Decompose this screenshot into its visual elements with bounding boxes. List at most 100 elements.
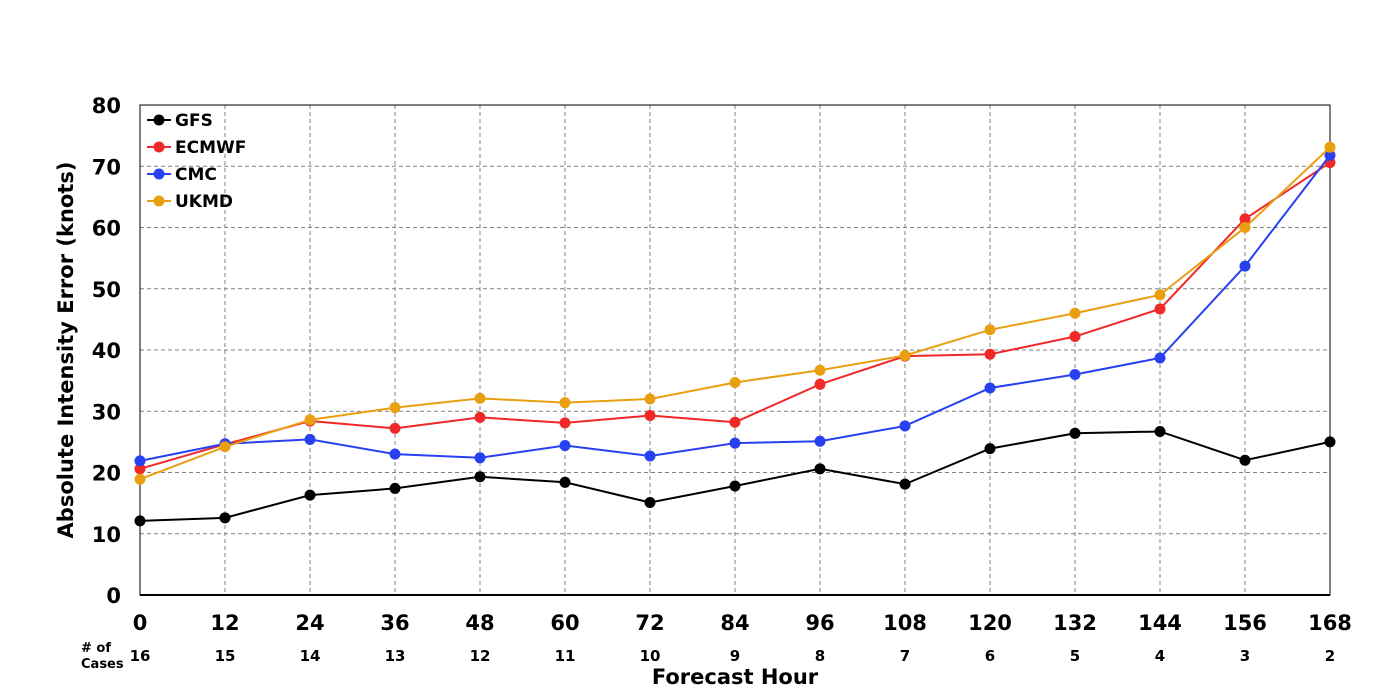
x-tick-label: 84 — [720, 611, 749, 635]
case-count-label: 14 — [300, 647, 321, 665]
case-count-label: 5 — [1070, 647, 1080, 665]
legend-label: ECMWF — [175, 138, 246, 158]
data-point-gfs — [814, 463, 826, 475]
data-point-cmc — [1069, 369, 1081, 380]
x-tick-label: 120 — [968, 611, 1012, 635]
legend-label: CMC — [175, 165, 217, 185]
cases-label-line1: # of — [81, 641, 111, 656]
data-point-ecmwf — [134, 463, 146, 475]
y-tick-label: 80 — [92, 94, 121, 118]
data-point-cmc — [1324, 149, 1336, 161]
legend-marker — [153, 141, 165, 153]
data-point-gfs — [644, 497, 656, 509]
data-point-cmc — [644, 450, 656, 462]
legend-label: GFS — [175, 111, 213, 131]
data-point-gfs — [219, 512, 231, 524]
x-tick-label: 12 — [210, 611, 239, 635]
data-point-ecmwf — [389, 422, 401, 434]
y-tick-label: 50 — [92, 278, 121, 302]
legend: GFS ECMWF CMC UKMD — [147, 111, 246, 212]
data-point-ukmd — [1154, 289, 1166, 301]
case-count-label: 10 — [640, 647, 661, 665]
y-tick-label: 20 — [92, 462, 121, 486]
data-point-ukmd — [814, 364, 826, 376]
x-tick-label: 36 — [380, 611, 409, 635]
case-count-label: 2 — [1325, 647, 1335, 665]
data-point-cmc — [729, 437, 741, 449]
data-point-ukmd — [729, 376, 741, 388]
data-point-gfs — [304, 489, 316, 501]
cases-label-line2: Cases — [81, 657, 124, 672]
data-point-ukmd — [219, 441, 231, 453]
y-axis-ticks: 0 10 20 30 40 50 60 70 80 — [92, 94, 121, 608]
x-tick-label: 168 — [1308, 611, 1352, 635]
data-point-gfs — [389, 482, 401, 494]
data-point-gfs — [1154, 425, 1166, 437]
y-tick-label: 40 — [92, 339, 121, 363]
y-tick-label: 0 — [106, 584, 121, 608]
data-point-ecmwf — [1154, 303, 1166, 315]
series-ukmd — [134, 141, 1336, 485]
x-tick-label: 24 — [295, 611, 324, 635]
legend-marker — [153, 168, 165, 180]
data-point-gfs — [134, 515, 146, 527]
x-tick-label: 48 — [465, 611, 494, 635]
data-point-ukmd — [1239, 222, 1251, 233]
data-point-ecmwf — [814, 378, 826, 390]
data-point-gfs — [559, 476, 571, 488]
data-point-ukmd — [134, 473, 146, 485]
y-tick-label: 70 — [92, 155, 121, 179]
x-tick-label: 156 — [1223, 611, 1267, 635]
data-point-ukmd — [1324, 141, 1336, 153]
x-tick-label: 96 — [805, 611, 834, 635]
x-tick-label: 0 — [133, 611, 148, 635]
legend-marker — [153, 195, 165, 207]
x-tick-label: 108 — [883, 611, 927, 635]
data-point-gfs — [474, 471, 486, 483]
data-point-gfs — [729, 480, 741, 492]
data-point-cmc — [1154, 352, 1166, 364]
y-tick-label: 30 — [92, 400, 121, 424]
case-count-label: 8 — [815, 647, 825, 665]
series-layer — [134, 141, 1336, 527]
legend-item-ukmd: UKMD — [147, 192, 233, 212]
data-point-ecmwf — [729, 416, 741, 428]
data-point-ecmwf — [1069, 331, 1081, 343]
data-point-gfs — [1239, 454, 1251, 466]
case-count-label: 13 — [385, 647, 406, 665]
data-point-cmc — [899, 420, 911, 432]
data-point-gfs — [1324, 436, 1336, 448]
legend-item-gfs: GFS — [147, 111, 213, 131]
data-point-cmc — [1239, 260, 1251, 272]
data-point-cmc — [984, 382, 996, 394]
x-tick-label: 132 — [1053, 611, 1097, 635]
case-count-label: 9 — [730, 647, 740, 665]
data-point-ecmwf — [1239, 213, 1251, 225]
data-point-ecmwf — [644, 410, 656, 422]
series-cmc — [134, 149, 1336, 467]
data-point-ecmwf — [984, 348, 996, 360]
series-gfs — [134, 425, 1336, 527]
data-point-ukmd — [559, 397, 571, 409]
x-tick-label: 72 — [635, 611, 664, 635]
case-count-label: 11 — [555, 647, 576, 665]
data-point-cmc — [134, 455, 146, 467]
x-axis-ticks: 0 12 24 36 48 60 72 84 96 108 120 132 144 156 168 — [133, 611, 1352, 635]
data-point-cmc — [814, 435, 826, 447]
data-point-ecmwf — [474, 411, 486, 423]
data-point-ukmd — [389, 402, 401, 414]
y-tick-label: 10 — [92, 523, 121, 547]
data-point-cmc — [389, 448, 401, 460]
data-point-ecmwf — [559, 417, 571, 429]
data-point-ukmd — [1069, 307, 1081, 319]
case-count-label: 4 — [1155, 647, 1165, 665]
data-point-cmc — [304, 433, 316, 445]
x-axis-title: Forecast Hour — [652, 665, 819, 689]
data-point-gfs — [984, 443, 996, 455]
x-tick-label: 60 — [550, 611, 579, 635]
case-count-label: 12 — [470, 647, 491, 665]
data-point-ukmd — [899, 350, 911, 362]
legend-item-ecmwf: ECMWF — [147, 138, 246, 158]
